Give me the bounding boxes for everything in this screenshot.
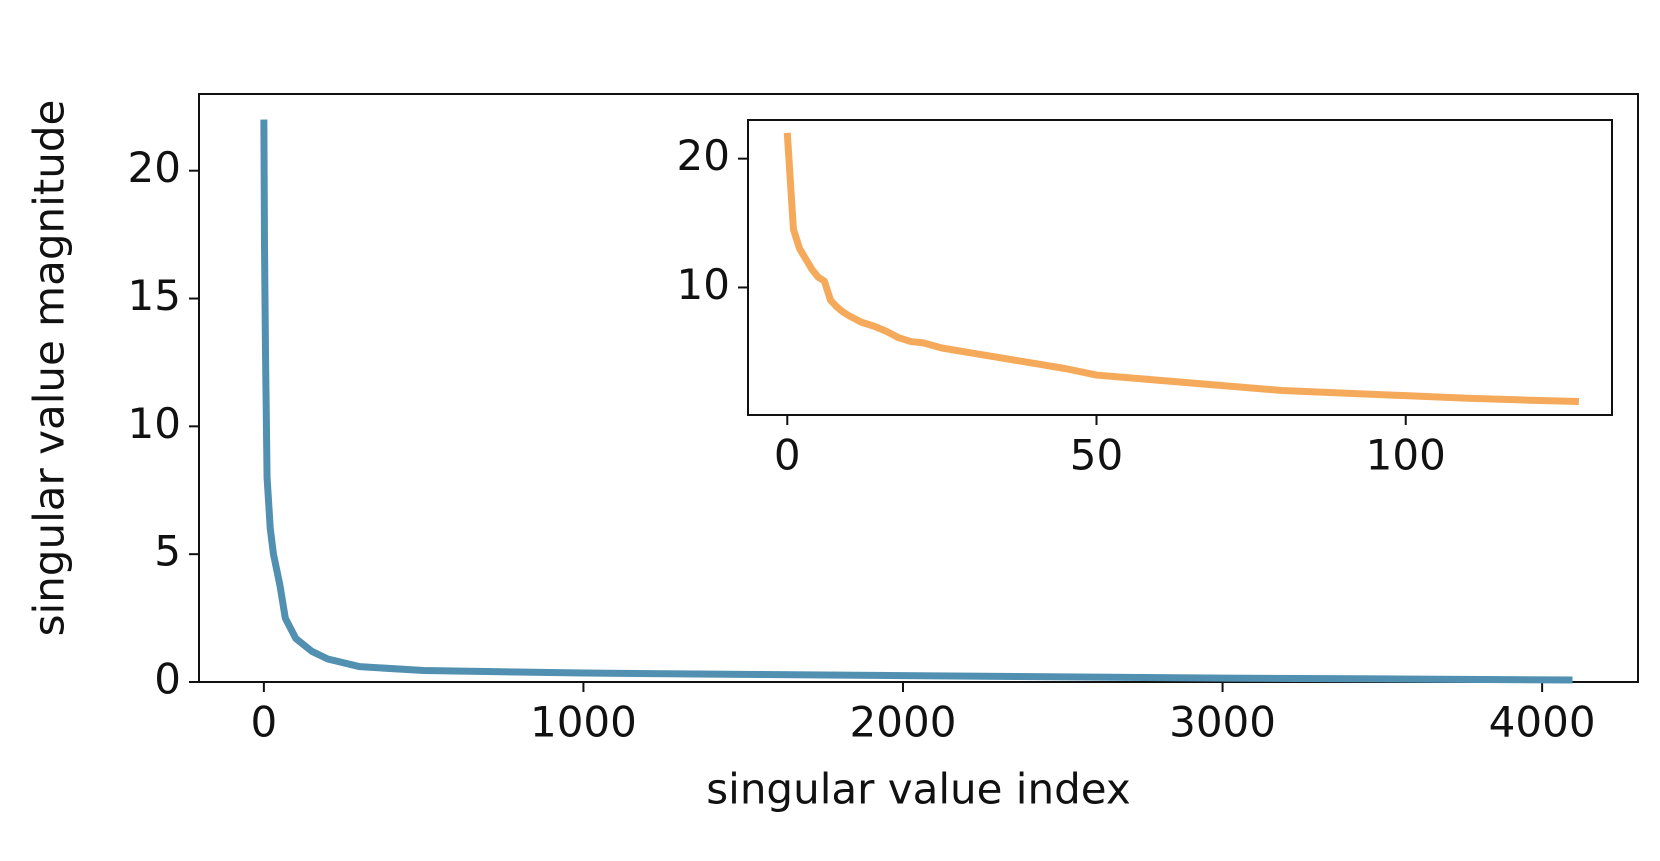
y-tick-label: 10	[677, 260, 730, 309]
x-tick-label: 50	[1070, 431, 1123, 480]
y-tick-label: 5	[154, 527, 181, 576]
x-axis-label: singular value index	[706, 765, 1130, 814]
x-tick-label: 2000	[850, 698, 957, 747]
data-line	[260, 119, 1573, 684]
data-line	[783, 132, 1580, 405]
x-tick-label: 4000	[1489, 698, 1596, 747]
y-tick-label: 20	[677, 131, 730, 180]
y-tick-label: 0	[154, 655, 181, 704]
x-tick-label: 1000	[530, 698, 637, 747]
x-tick-label: 0	[774, 431, 801, 480]
y-axis-label: singular value magnitude	[25, 100, 74, 637]
y-tick-label: 15	[128, 271, 181, 320]
y-tick-label: 10	[128, 399, 181, 448]
x-tick-label: 3000	[1169, 698, 1276, 747]
x-tick-label: 0	[251, 698, 278, 747]
y-tick-label: 20	[128, 143, 181, 192]
x-tick-label: 100	[1366, 431, 1446, 480]
plot-area	[747, 119, 1613, 416]
